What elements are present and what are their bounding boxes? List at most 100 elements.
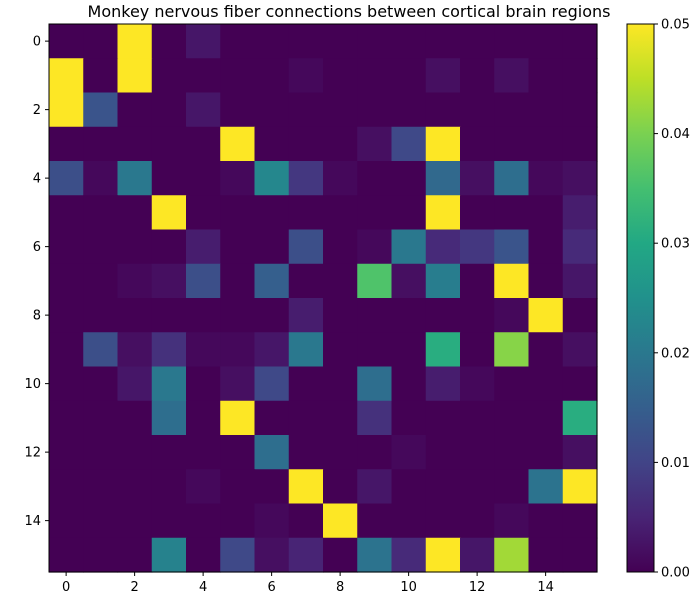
heatmap-cell-r14-c5 bbox=[220, 503, 256, 539]
heatmap-cell-r10-c15 bbox=[562, 366, 598, 402]
y-tick-label: 4 bbox=[33, 172, 41, 187]
heatmap-cell-r14-c4 bbox=[186, 503, 221, 539]
heatmap-cell-r9-c13 bbox=[494, 332, 530, 368]
heatmap-cell-r9-c7 bbox=[288, 332, 324, 368]
heatmap-cell-r8-c9 bbox=[357, 298, 393, 333]
heatmap-cell-r6-c1 bbox=[83, 229, 119, 265]
heatmap-cell-r6-c5 bbox=[220, 229, 256, 265]
heatmap-cell-r12-c12 bbox=[460, 435, 495, 470]
heatmap-cell-r11-c6 bbox=[254, 400, 290, 436]
heatmap-cell-r15-c0 bbox=[49, 537, 84, 573]
heatmap-cell-r10-c9 bbox=[357, 366, 393, 402]
x-tick-label: 2 bbox=[130, 580, 138, 595]
heatmap-cell-r11-c12 bbox=[460, 400, 495, 436]
heatmap-cell-r14-c10 bbox=[391, 503, 427, 539]
heatmap-cell-r2-c1 bbox=[83, 92, 119, 128]
y-tick-label: 8 bbox=[33, 309, 41, 324]
heatmap-cell-r11-c8 bbox=[323, 400, 358, 436]
heatmap-cell-r9-c1 bbox=[83, 332, 119, 368]
plot-frame bbox=[48, 23, 598, 573]
heatmap-cell-r0-c15 bbox=[562, 24, 598, 59]
heatmap-cell-r1-c8 bbox=[323, 58, 358, 94]
heatmap-cell-r14-c15 bbox=[562, 503, 598, 539]
heatmap-cell-r13-c11 bbox=[425, 469, 461, 505]
heatmap-cell-r7-c12 bbox=[460, 263, 495, 299]
heatmap-cell-r10-c4 bbox=[186, 366, 221, 402]
heatmap-cell-r10-c8 bbox=[323, 366, 358, 402]
x-tick-label: 12 bbox=[469, 580, 486, 595]
heatmap-cell-r4-c6 bbox=[254, 161, 290, 196]
heatmap-cell-r6-c0 bbox=[49, 229, 84, 265]
heatmap-cell-r11-c11 bbox=[425, 400, 461, 436]
heatmap-cell-r0-c1 bbox=[83, 24, 119, 59]
heatmap-cell-r15-c12 bbox=[460, 537, 495, 573]
heatmap-cell-r14-c3 bbox=[151, 503, 187, 539]
heatmap-cell-r11-c2 bbox=[117, 400, 153, 436]
heatmap-cell-r7-c1 bbox=[83, 263, 119, 299]
heatmap-cell-r14-c0 bbox=[49, 503, 84, 539]
heatmap-cell-r1-c12 bbox=[460, 58, 495, 94]
heatmap-cell-r0-c10 bbox=[391, 24, 427, 59]
heatmap-cell-r11-c10 bbox=[391, 400, 427, 436]
heatmap-cell-r3-c2 bbox=[117, 126, 153, 162]
heatmap-cell-r1-c1 bbox=[83, 58, 119, 94]
heatmap-cell-r6-c2 bbox=[117, 229, 153, 265]
heatmap-cell-r8-c6 bbox=[254, 298, 290, 333]
heatmap-cells bbox=[49, 24, 598, 573]
heatmap-cell-r9-c8 bbox=[323, 332, 358, 368]
heatmap-cell-r12-c6 bbox=[254, 435, 290, 470]
heatmap-cell-r11-c14 bbox=[528, 400, 564, 436]
heatmap-cell-r14-c13 bbox=[494, 503, 530, 539]
heatmap-cell-r8-c0 bbox=[49, 298, 84, 333]
heatmap-cell-r13-c5 bbox=[220, 469, 256, 505]
heatmap-cell-r7-c9 bbox=[357, 263, 393, 299]
x-tick-label: 14 bbox=[537, 580, 554, 595]
heatmap-cell-r1-c14 bbox=[528, 58, 564, 94]
heatmap-cell-r7-c11 bbox=[425, 263, 461, 299]
heatmap-cell-r14-c7 bbox=[288, 503, 324, 539]
heatmap-cell-r12-c3 bbox=[151, 435, 187, 470]
heatmap-cell-r12-c9 bbox=[357, 435, 393, 470]
heatmap-cell-r8-c10 bbox=[391, 298, 427, 333]
heatmap-cell-r3-c1 bbox=[83, 126, 119, 162]
heatmap-cell-r2-c5 bbox=[220, 92, 256, 128]
heatmap-cell-r5-c3 bbox=[151, 195, 187, 231]
heatmap-cell-r14-c9 bbox=[357, 503, 393, 539]
heatmap-cell-r12-c1 bbox=[83, 435, 119, 470]
heatmap-cell-r4-c0 bbox=[49, 161, 84, 196]
x-tick-label: 6 bbox=[267, 580, 275, 595]
heatmap-cell-r2-c7 bbox=[288, 92, 324, 128]
heatmap-cell-r10-c10 bbox=[391, 366, 427, 402]
heatmap-cell-r15-c9 bbox=[357, 537, 393, 573]
colorbar-tick-label: 0.04 bbox=[661, 127, 690, 142]
heatmap-cell-r13-c7 bbox=[288, 469, 324, 505]
colorbar-axis: 0.00 0.01 0.02 0.03 0.04 0.05 bbox=[654, 18, 690, 581]
heatmap-cell-r9-c5 bbox=[220, 332, 256, 368]
heatmap-cell-r0-c12 bbox=[460, 24, 495, 59]
heatmap-cell-r15-c11 bbox=[425, 537, 461, 573]
heatmap-cell-r13-c1 bbox=[83, 469, 119, 505]
heatmap-cell-r4-c4 bbox=[186, 161, 221, 196]
heatmap-cell-r7-c2 bbox=[117, 263, 153, 299]
heatmap-cell-r15-c14 bbox=[528, 537, 564, 573]
heatmap-cell-r4-c13 bbox=[494, 161, 530, 196]
x-tick-label: 0 bbox=[62, 580, 70, 595]
heatmap-cell-r1-c13 bbox=[494, 58, 530, 94]
heatmap-cell-r15-c6 bbox=[254, 537, 290, 573]
heatmap-cell-r15-c3 bbox=[151, 537, 187, 573]
heatmap-cell-r0-c3 bbox=[151, 24, 187, 59]
heatmap-cell-r6-c10 bbox=[391, 229, 427, 265]
heatmap-cell-r6-c3 bbox=[151, 229, 187, 265]
heatmap-cell-r5-c1 bbox=[83, 195, 119, 231]
heatmap-cell-r11-c1 bbox=[83, 400, 119, 436]
heatmap-cell-r5-c11 bbox=[425, 195, 461, 231]
heatmap-cell-r4-c7 bbox=[288, 161, 324, 196]
heatmap-cell-r2-c6 bbox=[254, 92, 290, 128]
colorbar bbox=[626, 23, 655, 573]
heatmap-cell-r15-c1 bbox=[83, 537, 119, 573]
heatmap-cell-r12-c13 bbox=[494, 435, 530, 470]
heatmap-cell-r6-c8 bbox=[323, 229, 358, 265]
heatmap-cell-r7-c8 bbox=[323, 263, 358, 299]
heatmap-cell-r2-c3 bbox=[151, 92, 187, 128]
heatmap-cell-r7-c7 bbox=[288, 263, 324, 299]
